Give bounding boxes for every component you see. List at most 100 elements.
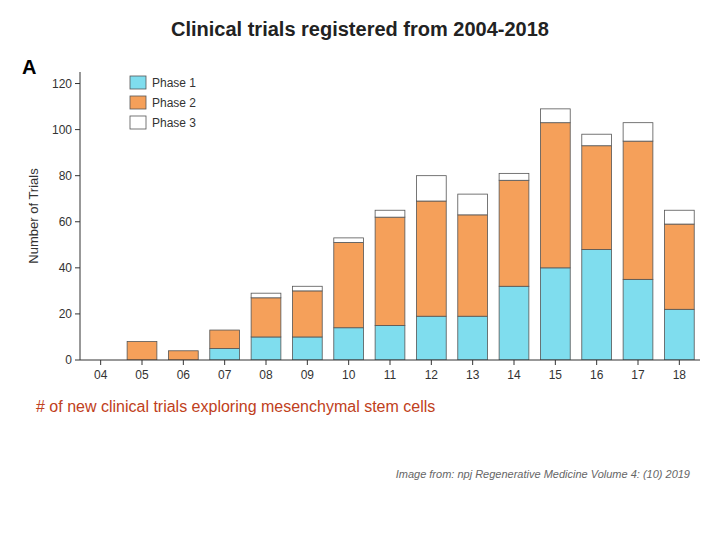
bar-segment	[292, 337, 322, 360]
legend: Phase 1 Phase 2 Phase 3	[130, 76, 196, 130]
bar-segment	[664, 309, 694, 360]
bar-segment	[251, 298, 281, 337]
x-tick-label: 13	[466, 368, 480, 382]
series	[251, 109, 694, 298]
bar-segment	[623, 141, 653, 279]
legend-label: Phase 3	[152, 116, 196, 130]
title: Clinical trials registered from 2004-201…	[171, 18, 549, 40]
subtitle: # of new clinical trials exploring mesen…	[36, 398, 435, 415]
bar-segment	[334, 242, 364, 327]
x-tick	[100, 360, 101, 365]
y-tick-label: 100	[52, 123, 72, 137]
citation: Image from: npj Regenerative Medicine Vo…	[396, 468, 690, 480]
y-tick	[75, 313, 80, 314]
panel-label: A	[22, 56, 36, 78]
bar-segment	[168, 351, 198, 360]
x-tick-label: 17	[631, 368, 645, 382]
legend-swatch	[130, 76, 146, 89]
y-tick-label: 40	[59, 261, 73, 275]
x-tick-label: 12	[425, 368, 439, 382]
x-tick	[142, 360, 143, 365]
bar-segment	[458, 194, 488, 215]
bar-segment	[416, 316, 446, 360]
bar-segment	[540, 123, 570, 268]
x-tick-label: 09	[301, 368, 315, 382]
x-tick-label: 15	[549, 368, 563, 382]
x-tick	[307, 360, 308, 365]
x-tick	[514, 360, 515, 365]
bar-segment	[210, 330, 240, 331]
series	[127, 123, 694, 360]
x-tick	[224, 360, 225, 365]
bar-segment	[582, 146, 612, 250]
bar-segment	[127, 341, 157, 342]
bar-segment	[664, 224, 694, 309]
bar-segment	[540, 268, 570, 360]
bar-segment	[334, 328, 364, 360]
y-tick	[75, 129, 80, 130]
y-tick	[75, 221, 80, 222]
y-tick-label: 60	[59, 215, 73, 229]
bar-segment	[416, 201, 446, 316]
bar-segment	[168, 350, 198, 351]
bar-segment	[499, 180, 529, 286]
y-tick-label: 0	[65, 353, 72, 367]
x-tick-label: 16	[590, 368, 604, 382]
bar-segment	[210, 348, 240, 360]
bar-segment	[127, 342, 157, 360]
y-axis-line	[80, 72, 81, 360]
x-tick-label: 10	[342, 368, 356, 382]
x-tick-label: 08	[259, 368, 273, 382]
bar-segment	[375, 325, 405, 360]
x-tick-label: 06	[177, 368, 191, 382]
bar-segment	[582, 134, 612, 146]
y-tick-label: 120	[52, 77, 72, 91]
series	[210, 249, 694, 360]
x-tick	[266, 360, 267, 365]
x-tick	[472, 360, 473, 365]
legend-swatch	[130, 116, 146, 129]
x-tick	[348, 360, 349, 365]
x-tick	[638, 360, 639, 365]
x-tick	[679, 360, 680, 365]
chart-container: Clinical trials registered from 2004-201…	[0, 0, 720, 540]
bar-segment	[582, 249, 612, 360]
bar-segment	[251, 293, 281, 298]
x-tick-label: 05	[135, 368, 149, 382]
x-tick	[431, 360, 432, 365]
x-tick	[390, 360, 391, 365]
bar-segment	[499, 286, 529, 360]
bars	[127, 109, 694, 360]
y-tick	[75, 360, 80, 361]
x-tick	[183, 360, 184, 365]
y-tick	[75, 267, 80, 268]
y-tick-label: 20	[59, 307, 73, 321]
y-tick-label: 80	[59, 169, 73, 183]
legend-label: Phase 2	[152, 96, 196, 110]
y-tick	[75, 175, 80, 176]
bar-segment	[623, 279, 653, 360]
x-tick	[555, 360, 556, 365]
bar-segment	[458, 316, 488, 360]
bar-segment	[458, 215, 488, 316]
x-tick-label: 11	[384, 368, 397, 382]
bar-segment	[416, 176, 446, 201]
x-tick-label: 04	[94, 368, 108, 382]
x-tick	[596, 360, 597, 365]
bar-segment	[251, 337, 281, 360]
y-axis-label: Number of Trials	[26, 168, 41, 264]
bar-segment	[292, 291, 322, 337]
bar-segment	[623, 123, 653, 141]
bar-segment	[292, 286, 322, 291]
bar-segment	[499, 173, 529, 180]
bar-segment	[540, 109, 570, 123]
bar-segment	[334, 238, 364, 243]
chart: Clinical trials registered from 2004-201…	[0, 0, 720, 540]
x-tick-label: 18	[673, 368, 687, 382]
legend-label: Phase 1	[152, 76, 196, 90]
y-tick	[75, 83, 80, 84]
bar-segment	[375, 217, 405, 325]
bar-segment	[210, 330, 240, 348]
legend-swatch	[130, 96, 146, 109]
x-tick-label: 07	[218, 368, 232, 382]
